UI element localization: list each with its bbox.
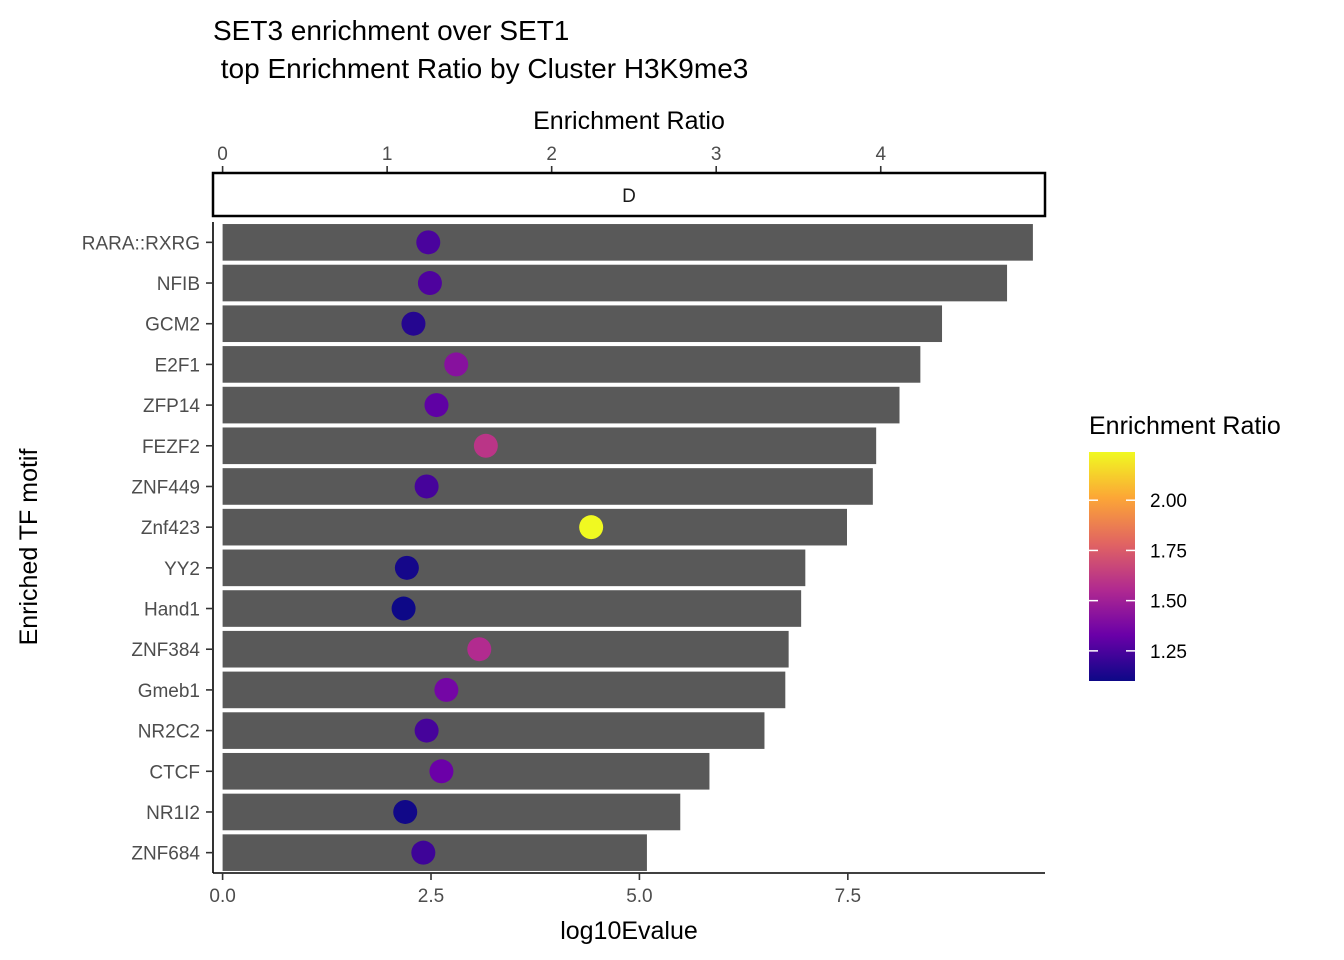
point-znf423 [579, 515, 604, 540]
y-axis: RARA::RXRGNFIBGCM2E2F1ZFP14FEZF2ZNF449Zn… [82, 233, 213, 865]
point-gmeb1 [434, 677, 459, 702]
point-yy2 [394, 555, 419, 580]
facet-strip-label: D [622, 186, 636, 207]
point-znf384 [467, 637, 492, 662]
legend-tick-label: 1.75 [1150, 541, 1187, 562]
x-tick-label: 0.0 [209, 886, 235, 907]
x-axis: 0.0 2.5 5.0 7.5 [209, 873, 861, 907]
chart-title-line2: top Enrichment Ratio by Cluster H3K9me3 [213, 53, 748, 84]
point-nfib [417, 271, 442, 296]
y-tick-label: CTCF [149, 762, 200, 783]
y-tick-label: FEZF2 [142, 437, 200, 458]
x-axis-title: log10Evalue [560, 917, 698, 945]
bar-yy2 [222, 549, 806, 587]
y-tick-label: Znf423 [141, 518, 200, 539]
bar-nfib [222, 264, 1008, 302]
bar-fezf2 [222, 427, 877, 465]
top-tick-label: 0 [217, 144, 228, 165]
y-tick-label: ZFP14 [143, 396, 200, 417]
legend-ticks: 1.25 1.50 1.75 2.00 [1089, 491, 1187, 663]
y-tick-label: E2F1 [155, 355, 200, 376]
facet-strip [211, 171, 1047, 218]
y-tick-label: ZNF449 [131, 477, 200, 498]
points-layer [391, 230, 604, 865]
bar-rara-rxrg [222, 224, 1033, 261]
y-tick-label: YY2 [164, 559, 200, 580]
bar-gcm2 [222, 305, 943, 343]
y-tick-label: GCM2 [145, 315, 200, 336]
bar-hand1 [222, 590, 802, 627]
legend-tick-label: 1.50 [1150, 592, 1187, 613]
y-tick-label: RARA::RXRG [82, 233, 200, 254]
y-axis-title: Enriched TF motif [15, 449, 43, 646]
legend-title: Enrichment Ratio [1089, 412, 1281, 440]
top-tick-label: 1 [382, 144, 393, 165]
y-tick-label: ZNF684 [131, 844, 200, 865]
point-znf684 [411, 840, 436, 865]
bar-ctcf [222, 752, 710, 790]
top-axis-title: Enrichment Ratio [533, 107, 725, 135]
y-tick-label: NR2C2 [138, 722, 200, 743]
y-tick-label: Hand1 [144, 600, 200, 621]
x-tick-label: 7.5 [835, 886, 861, 907]
legend-tick-label: 1.25 [1150, 642, 1187, 663]
bar-znf384 [222, 630, 789, 668]
chart-title-line1: SET3 enrichment over SET1 [213, 15, 569, 46]
point-nr2c2 [414, 718, 439, 743]
bar-nr2c2 [222, 712, 765, 749]
bar-znf449 [222, 468, 873, 505]
legend-colorbar [1089, 452, 1135, 681]
top-tick-label: 3 [711, 144, 722, 165]
x-tick-label: 2.5 [418, 886, 444, 907]
y-tick-label: ZNF384 [131, 640, 200, 661]
bar-gmeb1 [222, 671, 786, 709]
legend: Enrichment Ratio 1.25 1.50 1.75 2.00 [1089, 412, 1281, 681]
y-tick-label: NFIB [157, 274, 200, 295]
bar-e2f1 [222, 346, 921, 383]
bar-znf423 [222, 508, 847, 546]
legend-tick-label: 2.00 [1150, 491, 1187, 512]
bar-nr1i2 [222, 793, 681, 831]
bars-layer [222, 224, 1033, 871]
bar-zfp14 [222, 386, 900, 424]
y-tick-label: Gmeb1 [138, 681, 200, 702]
point-rara-rxrg [416, 230, 441, 255]
y-tick-label: NR1I2 [146, 803, 200, 824]
x-tick-label: 5.0 [626, 886, 652, 907]
top-tick-label: 2 [546, 144, 557, 165]
point-znf449 [414, 474, 439, 499]
point-hand1 [391, 596, 416, 621]
top-tick-label: 4 [875, 144, 886, 165]
point-nr1i2 [393, 799, 418, 824]
point-gcm2 [401, 311, 426, 336]
point-e2f1 [444, 352, 469, 377]
point-ctcf [429, 759, 454, 784]
top-axis: 0 1 2 3 4 [217, 144, 886, 172]
point-zfp14 [424, 393, 449, 418]
point-fezf2 [473, 433, 498, 458]
